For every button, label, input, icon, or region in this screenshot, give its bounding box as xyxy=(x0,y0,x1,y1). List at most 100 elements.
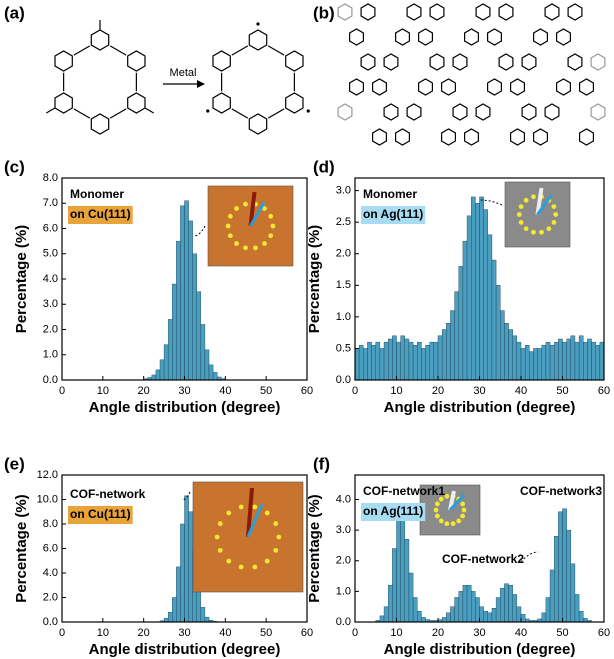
inset-atom xyxy=(531,194,536,200)
inset-atom xyxy=(217,547,223,553)
bar xyxy=(458,266,464,381)
benzene-ring xyxy=(383,103,399,121)
bar xyxy=(388,338,393,381)
x-tick-label: 20 xyxy=(138,627,150,639)
y-tick-label: 4.0 xyxy=(336,493,351,505)
x-axis-title: Angle distribution (degree) xyxy=(89,399,281,416)
bar xyxy=(421,617,426,623)
bar xyxy=(554,341,559,381)
y-axis-title: Percentage (%) xyxy=(306,494,323,602)
x-axis-title: Angle distribution (degree) xyxy=(384,641,576,658)
bond xyxy=(109,108,127,119)
bar xyxy=(200,607,206,623)
bar xyxy=(167,612,173,623)
panel-label: (b) xyxy=(313,3,335,22)
inset-atom xyxy=(270,223,276,229)
benzene-ring xyxy=(90,29,110,51)
benzene-ring xyxy=(337,103,353,121)
x-tick-label: 10 xyxy=(97,385,109,397)
bar xyxy=(574,341,580,381)
annotation-background xyxy=(361,206,426,224)
bar xyxy=(208,364,214,381)
benzene-ring xyxy=(567,53,583,71)
bar xyxy=(500,310,505,381)
bar xyxy=(396,341,401,381)
bar xyxy=(533,348,538,381)
bar xyxy=(429,341,435,381)
bar xyxy=(508,585,513,623)
x-tick-label: 60 xyxy=(301,627,313,639)
inset-atom xyxy=(460,501,466,507)
benzene-ring xyxy=(395,28,410,46)
bar xyxy=(466,215,472,381)
inset-atom xyxy=(262,206,267,211)
annotation-background xyxy=(68,206,133,224)
bar xyxy=(408,341,414,381)
y-tick-label: 0.0 xyxy=(336,374,351,386)
annotation: Monomer xyxy=(363,187,417,201)
inset-atom xyxy=(531,229,536,235)
benzene-ring xyxy=(590,53,606,71)
bar xyxy=(541,345,547,381)
bar xyxy=(524,345,530,381)
bar xyxy=(578,335,584,381)
inset-atom xyxy=(268,213,274,219)
benzene-ring xyxy=(418,28,433,46)
bar xyxy=(491,259,497,381)
bar xyxy=(417,611,422,623)
inset-atom xyxy=(523,226,529,232)
bar xyxy=(412,345,418,381)
bar xyxy=(400,514,405,623)
inset-atom xyxy=(539,229,544,235)
bar xyxy=(570,335,576,381)
benzene-ring xyxy=(127,50,146,72)
bar xyxy=(549,345,555,381)
benzene-ring xyxy=(212,92,231,114)
y-tick-label: 1.0 xyxy=(336,585,351,597)
bar xyxy=(454,291,459,381)
bar xyxy=(375,341,381,381)
bar xyxy=(566,529,572,623)
benzene-ring xyxy=(349,28,364,46)
benzene-ring xyxy=(555,28,572,46)
x-axis-title: Angle distribution (degree) xyxy=(384,399,576,416)
panel-label: (c) xyxy=(4,157,25,176)
bar xyxy=(184,495,189,623)
benzene-ring xyxy=(395,128,410,146)
bar xyxy=(545,597,551,623)
annotation: Monomer xyxy=(70,187,124,201)
inset-atom xyxy=(456,518,462,524)
benzene-ring xyxy=(475,103,491,121)
x-tick-label: 20 xyxy=(432,385,444,397)
inset-atom xyxy=(273,521,279,527)
bar xyxy=(200,324,206,381)
benzene-ring xyxy=(487,78,502,96)
bar xyxy=(558,338,563,381)
inset-atom xyxy=(553,212,559,217)
x-tick-label: 0 xyxy=(59,627,65,639)
y-tick-label: 8.0 xyxy=(43,172,58,184)
bar xyxy=(504,583,509,623)
annotation: COF-network xyxy=(70,487,146,501)
bar xyxy=(483,209,488,381)
bar xyxy=(487,234,493,381)
inset-vector xyxy=(249,201,266,227)
inset-atom xyxy=(252,504,258,510)
bar xyxy=(172,283,177,381)
bar xyxy=(458,591,464,623)
bar xyxy=(583,341,588,381)
x-tick-label: 60 xyxy=(301,385,313,397)
inset-vector xyxy=(248,191,257,227)
x-tick-label: 50 xyxy=(260,385,272,397)
panel-label: (d) xyxy=(313,157,335,176)
bar xyxy=(196,291,202,381)
y-tick-label: 6.0 xyxy=(43,542,58,554)
x-tick-label: 50 xyxy=(556,385,568,397)
benzene-ring xyxy=(452,103,468,121)
benzene-ring xyxy=(406,103,422,121)
benzene-ring xyxy=(521,53,537,71)
inset-vector xyxy=(448,490,456,511)
bar xyxy=(392,335,397,381)
y-tick-label: 10.0 xyxy=(37,493,58,505)
inset-atom xyxy=(546,226,552,232)
